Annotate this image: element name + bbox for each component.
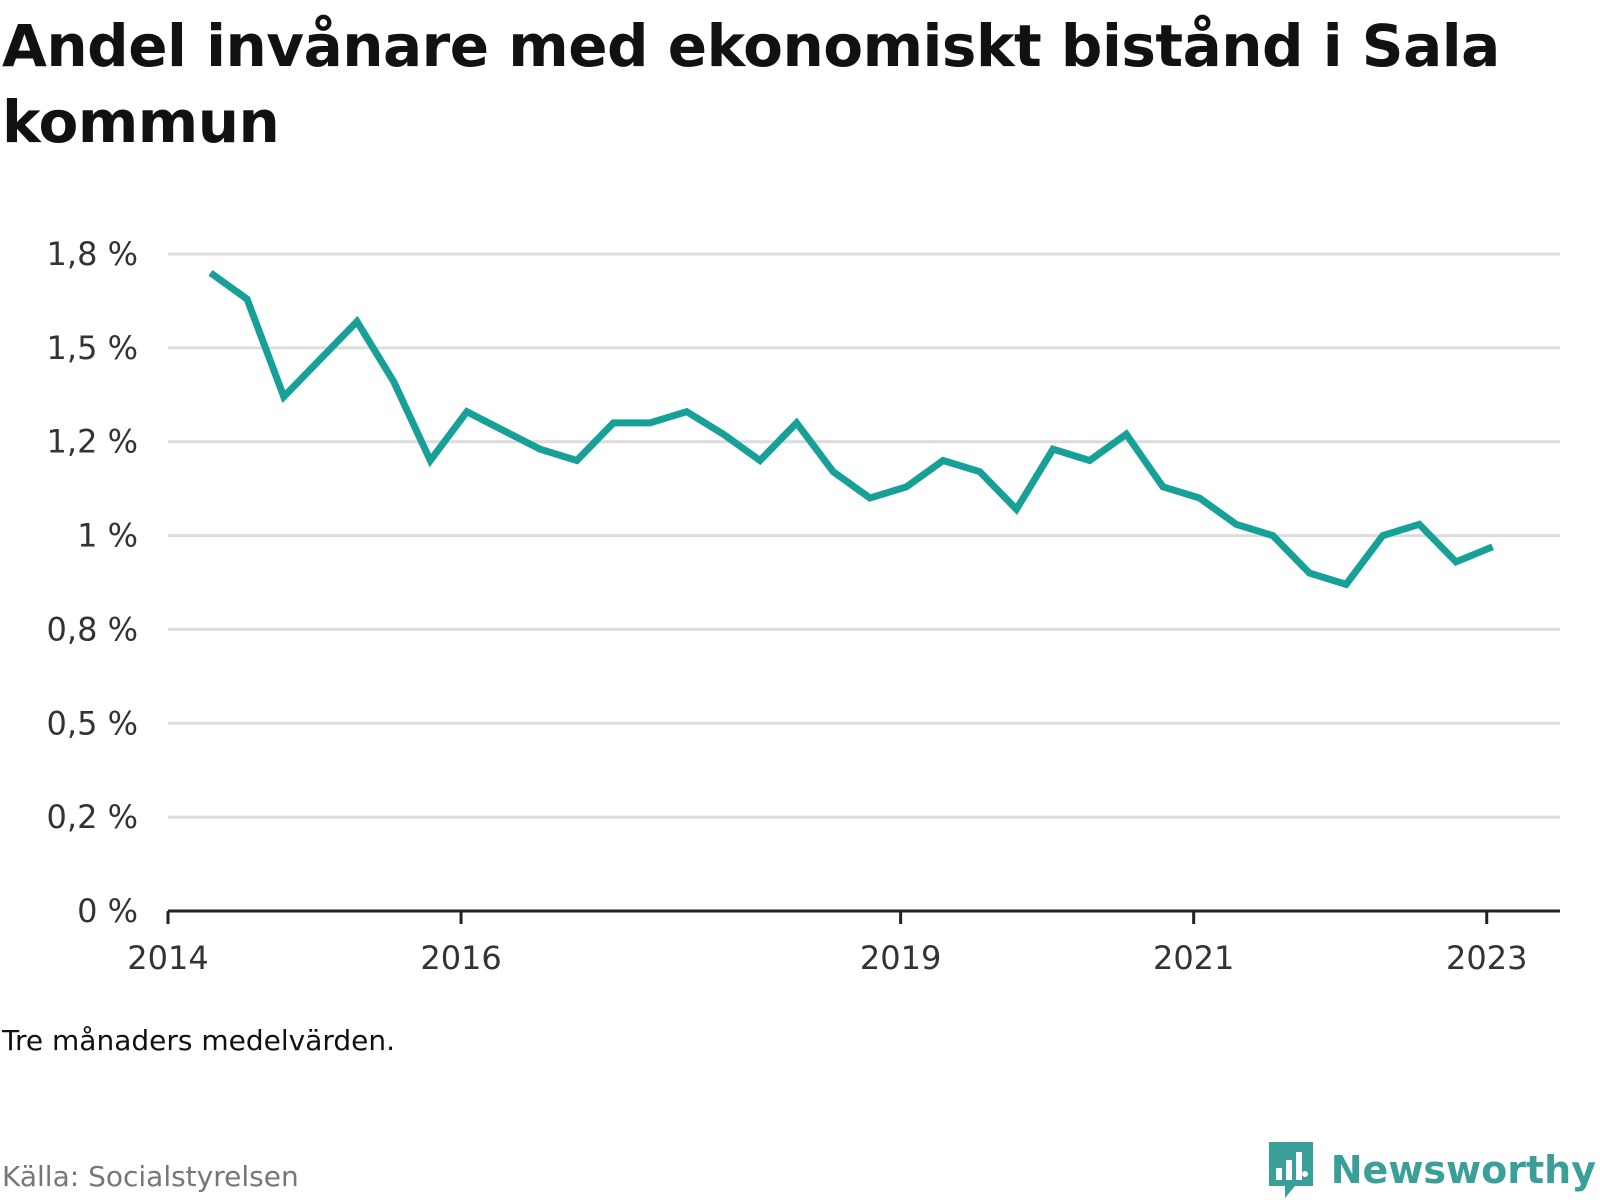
chart-note: Tre månaders medelvärden.	[2, 1024, 396, 1057]
y-tick-label: 0,8 %	[47, 610, 138, 648]
y-axis-ticks: 0 % 0,2 % 0,5 % 0,8 % 1 % 1,2 % 1,5 % 1,8 %	[47, 235, 138, 930]
x-tick-label: 2019	[860, 939, 941, 977]
y-tick-label: 1,2 %	[47, 423, 138, 461]
y-tick-label: 0,2 %	[47, 798, 138, 836]
y-tick-label: 0,5 %	[47, 704, 138, 742]
brand-name: Newsworthy	[1330, 1148, 1596, 1192]
newsworthy-logo-icon	[1268, 1142, 1313, 1198]
gridlines	[168, 252, 1560, 819]
x-tick-label: 2014	[127, 939, 208, 977]
y-tick-label: 1,5 %	[47, 329, 138, 367]
y-tick-label: 1,8 %	[47, 235, 138, 273]
x-tick-label: 2023	[1446, 939, 1527, 977]
y-tick-label: 1 %	[77, 517, 138, 555]
y-tick-label: 0 %	[77, 892, 138, 930]
x-tick-label: 2016	[420, 939, 501, 977]
brand-logo: Newsworthy	[1265, 1140, 1596, 1200]
line-chart: 0 % 0,2 % 0,5 % 0,8 % 1 % 1,2 % 1,5 % 1,8 % 201…	[47, 235, 1560, 977]
source-label: Källa: Socialstyrelsen	[2, 1160, 299, 1193]
x-axis-ticks: 2014 2016 2019 2021 2023	[127, 911, 1527, 977]
chart-title: Andel invånare med ekonomiskt bistånd i …	[2, 12, 1500, 156]
series-line	[208, 269, 1494, 589]
x-tick-label: 2021	[1153, 939, 1234, 977]
